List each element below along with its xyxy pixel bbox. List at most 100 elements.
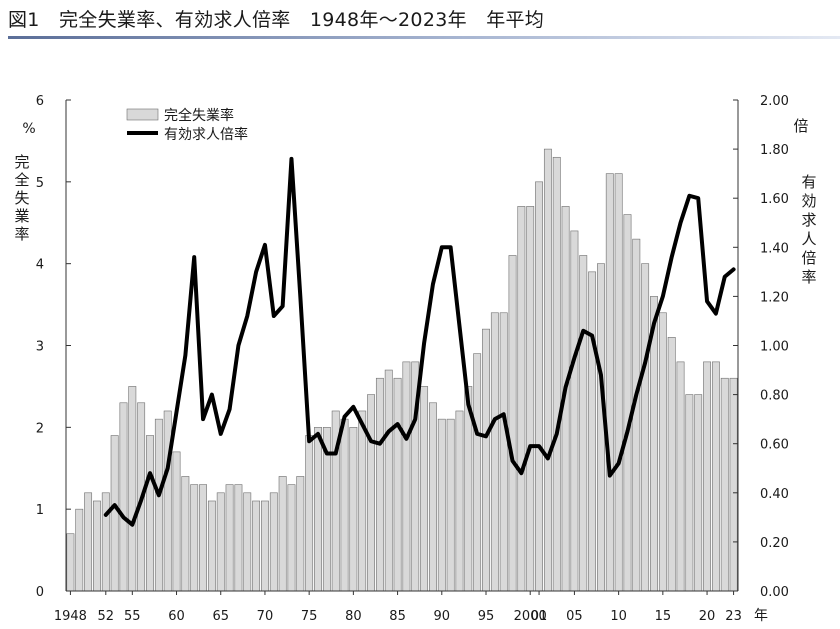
unemployment-bar <box>340 418 349 592</box>
job-ratio-point <box>653 322 655 325</box>
right-tick-label: 1.00 <box>760 340 789 355</box>
job-ratio-point <box>113 504 116 506</box>
x-tick-label: 95 <box>478 609 495 624</box>
unemployment-bar <box>128 386 137 592</box>
job-ratio-point <box>626 430 629 433</box>
x-tick-label: 05 <box>566 609 583 624</box>
unemployment-bar <box>119 402 128 592</box>
unemployment-bar <box>658 312 667 592</box>
left-tick-label: 0 <box>36 585 44 600</box>
x-tick-label: 65 <box>212 609 229 624</box>
unemployment-bar <box>535 181 543 592</box>
left-tick-label: 2 <box>36 421 44 436</box>
unemployment-bar <box>570 230 579 592</box>
job-ratio-point <box>582 329 585 332</box>
left-tick-label: 4 <box>36 258 44 273</box>
unemployment-bar <box>455 410 464 592</box>
job-ratio-point <box>149 472 151 474</box>
right-tick-label: 0.40 <box>760 487 789 502</box>
unemployment-bar <box>420 386 429 592</box>
x-tick-label: 80 <box>345 609 362 624</box>
unemployment-bar <box>190 484 199 592</box>
job-ratio-point <box>449 246 452 249</box>
left-axis-title-char: 業 <box>14 207 29 225</box>
unemployment-bar <box>703 361 711 592</box>
job-ratio-point <box>555 433 558 435</box>
job-ratio-point <box>520 472 523 474</box>
job-ratio-point <box>432 283 434 285</box>
left-axis-unit: % <box>22 121 35 137</box>
unemployment-bar <box>720 377 729 592</box>
unemployment-bar <box>384 369 393 592</box>
job-ratio-point <box>573 356 576 359</box>
right-axis-title-char: 人 <box>801 230 816 248</box>
job-ratio-point <box>644 361 646 364</box>
unemployment-bar <box>154 418 163 592</box>
left-tick-label: 6 <box>36 94 44 109</box>
right-tick-label: 0.20 <box>760 536 789 551</box>
unemployment-bar <box>588 271 597 592</box>
right-axis-title-char: 倍 <box>801 249 816 267</box>
unemployment-bar <box>225 484 234 592</box>
right-tick-label: 1.80 <box>760 143 789 158</box>
job-ratio-point <box>334 452 337 455</box>
job-ratio-point <box>326 452 328 455</box>
job-ratio-point <box>281 305 284 308</box>
unemployment-bar <box>296 476 305 592</box>
x-tick-label: 70 <box>257 609 274 624</box>
right-tick-label: 0.80 <box>760 389 789 404</box>
unemployment-bar <box>314 427 322 592</box>
job-ratio-point <box>104 514 107 516</box>
right-tick-label: 1.60 <box>760 192 789 207</box>
unemployment-bar <box>711 361 720 592</box>
unemployment-bar <box>84 492 93 592</box>
job-ratio-point <box>723 275 726 278</box>
job-ratio-point <box>706 300 708 303</box>
x-tick-label: 85 <box>389 609 406 624</box>
job-ratio-point <box>608 474 611 477</box>
x-tick-label: 75 <box>301 609 318 624</box>
job-ratio-point <box>184 354 187 357</box>
job-ratio-point <box>679 221 682 224</box>
x-tick-label: 55 <box>124 609 141 624</box>
unemployment-bar <box>552 156 561 592</box>
job-ratio-point <box>379 442 381 445</box>
title-divider <box>8 36 840 39</box>
unemployment-bar <box>367 394 375 592</box>
job-ratio-polyline <box>103 156 736 527</box>
job-ratio-point <box>670 256 673 258</box>
job-ratio-point <box>564 386 567 389</box>
job-ratio-point <box>547 457 549 460</box>
x-unit-label: 年 <box>754 608 768 624</box>
right-tick-label: 2.00 <box>760 94 789 109</box>
job-ratio-point <box>600 374 602 376</box>
job-ratio-point <box>423 342 425 344</box>
job-ratio-point <box>299 295 302 298</box>
left-tick-label: 3 <box>36 340 44 355</box>
unemployment-bar <box>66 533 75 592</box>
job-ratio-point <box>272 315 275 317</box>
job-ratio-point <box>202 418 204 420</box>
job-ratio-point <box>343 415 346 418</box>
unemployment-bar <box>543 148 552 592</box>
unemployment-bar <box>234 484 243 592</box>
unemployment-bar <box>517 206 526 592</box>
unemployment-bar <box>694 394 703 592</box>
right-axis-title-char: 求 <box>801 211 816 229</box>
x-tick-label: 01 <box>531 609 548 624</box>
left-axis-title-char: 率 <box>14 225 29 243</box>
x-tick-label: 52 <box>98 609 115 624</box>
job-ratio-point <box>211 393 213 396</box>
unemployment-bar <box>402 361 411 592</box>
unemployment-bar <box>146 435 154 592</box>
job-ratio-point <box>502 413 505 416</box>
job-ratio-point <box>635 393 638 396</box>
left-axis-title-char: 失 <box>14 189 29 207</box>
title-bar: 図1 完全失業率、有効求人倍率 1948年～2023年 年平均 <box>0 0 840 42</box>
x-tick-label: 10 <box>610 609 627 624</box>
unemployment-bar <box>508 255 517 592</box>
job-ratio-point <box>237 344 240 347</box>
unemployment-bar <box>199 484 207 592</box>
unemployment-bar <box>172 451 181 592</box>
